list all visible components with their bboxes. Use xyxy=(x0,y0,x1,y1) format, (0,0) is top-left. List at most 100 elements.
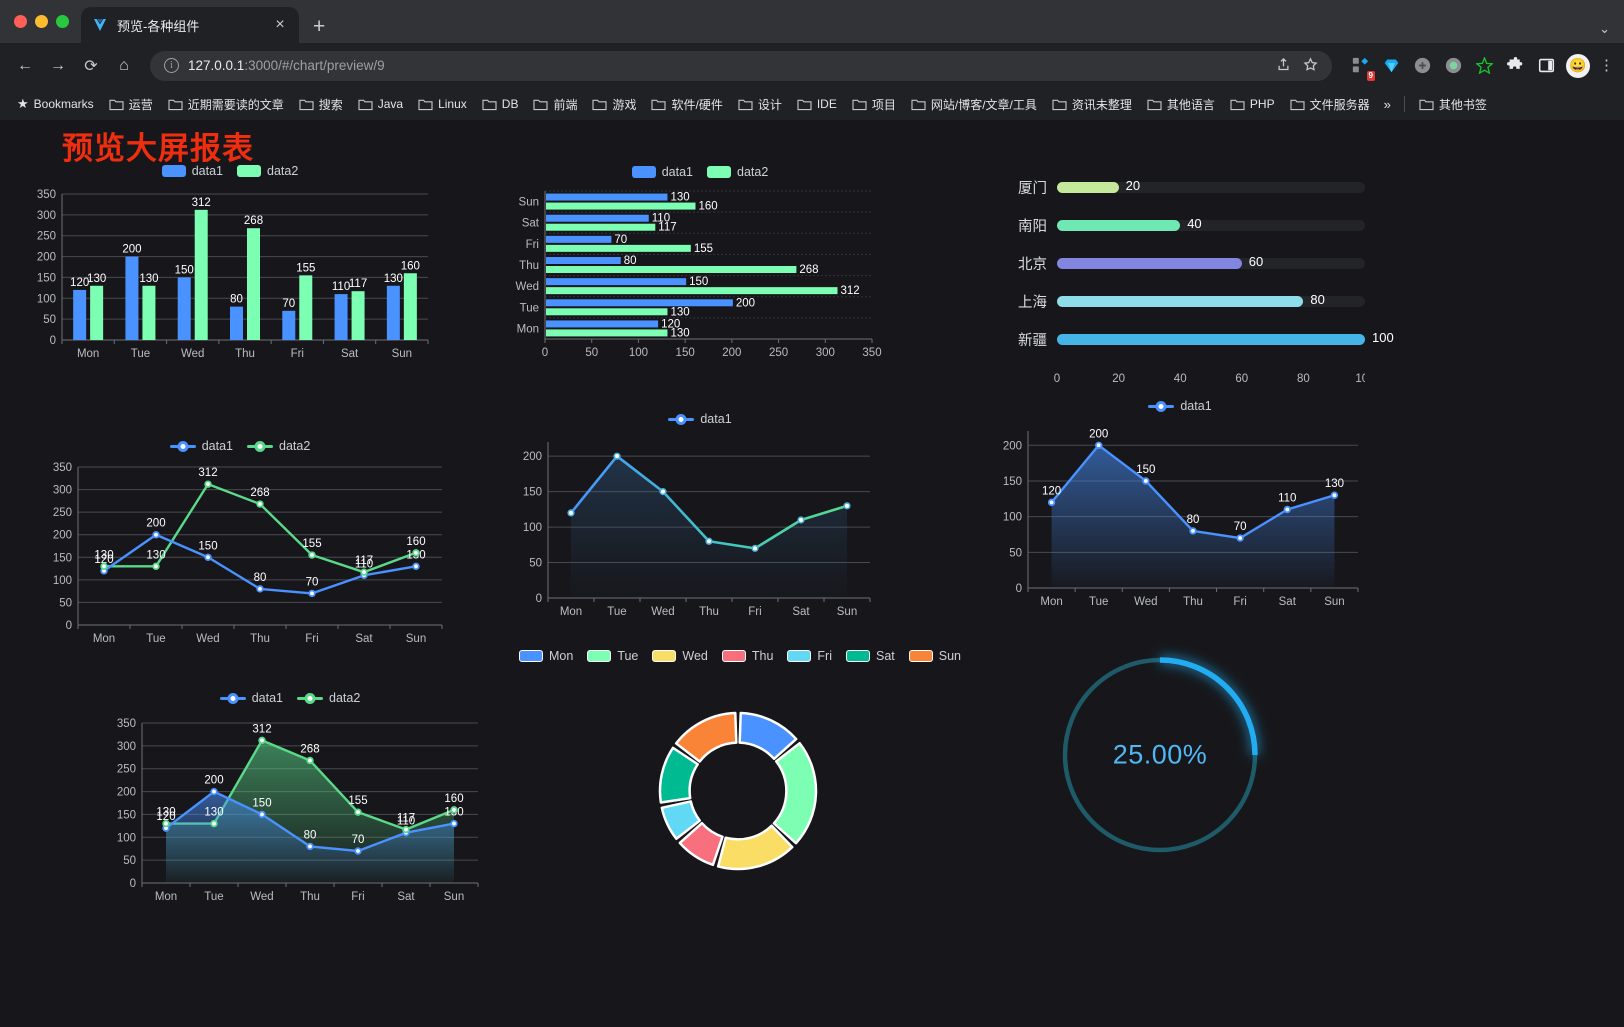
legend-label: Mon xyxy=(548,649,574,663)
gradient-line-chart: data1 0 50 100 150 200 Mon Tue Wed Thu Fri Sat Sun xyxy=(500,408,900,648)
svg-text:Sat: Sat xyxy=(522,218,540,230)
bookmark-folder[interactable]: 近期需要读的文章 xyxy=(161,93,291,116)
legend-item-data2[interactable]: data2 xyxy=(237,164,298,178)
legend-item-data2[interactable]: data2 xyxy=(297,691,360,705)
svg-text:70: 70 xyxy=(306,576,319,588)
site-info-icon[interactable]: i xyxy=(164,58,179,73)
progress-row: 南阳 40 xyxy=(995,206,1365,244)
home-button[interactable]: ⌂ xyxy=(119,56,129,74)
bookmark-folder[interactable]: 网站/博客/文章/工具 xyxy=(904,93,1044,116)
svg-text:155: 155 xyxy=(694,243,713,255)
svg-text:100: 100 xyxy=(1355,373,1365,385)
address-bar[interactable]: i 127.0.0.1:3000/#/chart/preview/9 xyxy=(150,50,1332,81)
legend-item-data1[interactable]: data1 xyxy=(161,164,223,178)
legend-item-data1[interactable]: data1 xyxy=(219,691,283,705)
puzzle-icon[interactable] xyxy=(1504,55,1526,77)
legend-item-data2[interactable]: data2 xyxy=(247,439,310,453)
legend-item-data1[interactable]: data1 xyxy=(631,165,693,179)
bookmark-folder[interactable]: 文件服务器 xyxy=(1283,93,1377,116)
legend-item-data1[interactable]: data1 xyxy=(169,439,233,453)
kebab-menu-icon[interactable]: ⋮ xyxy=(1599,57,1614,74)
extensions-puzzle-icon[interactable]: 9 xyxy=(1349,55,1375,81)
star-icon: ★ xyxy=(17,96,29,111)
progress-value: 100 xyxy=(1372,329,1394,345)
bookmark-folder[interactable]: 运营 xyxy=(102,93,160,116)
grammarly-icon[interactable] xyxy=(1411,55,1433,77)
chevron-down-icon[interactable]: ⌄ xyxy=(1599,21,1610,36)
reload-button[interactable]: ⟳ xyxy=(84,57,98,75)
svg-text:60: 60 xyxy=(1235,373,1248,385)
bookmarks-overflow-icon[interactable]: » xyxy=(1383,96,1391,112)
folder-icon xyxy=(651,98,667,111)
bookmark-label: 网站/博客/文章/工具 xyxy=(930,97,1037,112)
legend-item-data1[interactable]: data1 xyxy=(668,412,732,426)
tab-title: 预览-各种组件 xyxy=(117,18,200,34)
svg-text:250: 250 xyxy=(769,347,788,359)
svg-text:Sun: Sun xyxy=(444,891,464,903)
profile-avatar[interactable]: 😀 xyxy=(1566,53,1590,78)
share-icon[interactable] xyxy=(1276,57,1291,75)
svg-text:Sat: Sat xyxy=(397,891,415,903)
gradient-line-canvas: 0 50 100 150 200 Mon Tue Wed Thu Fri Sat Sun xyxy=(523,442,871,618)
svg-text:268: 268 xyxy=(799,264,818,276)
area-legend: data1 xyxy=(980,399,1380,413)
legend-item-tue[interactable]: Tue xyxy=(587,649,638,663)
svg-text:150: 150 xyxy=(1136,464,1155,476)
progress-track: 60 xyxy=(1057,254,1365,269)
bookmark-folder[interactable]: Java xyxy=(351,94,410,114)
bookmark-folder[interactable]: PHP xyxy=(1223,94,1282,114)
svg-text:300: 300 xyxy=(37,210,56,222)
forward-button[interactable]: → xyxy=(50,56,66,74)
svg-text:250: 250 xyxy=(53,507,72,519)
legend-label-data1: data1 xyxy=(1180,399,1212,413)
bookmark-folder[interactable]: 软件/硬件 xyxy=(644,93,729,116)
folder-icon xyxy=(1419,98,1434,111)
tabstrip-right-controls: ⌄ xyxy=(1599,21,1624,43)
maximize-window-button[interactable] xyxy=(56,15,69,28)
legend-item-fri[interactable]: Fri xyxy=(787,649,832,663)
svg-text:Fri: Fri xyxy=(748,606,761,618)
legend-item-data2[interactable]: data2 xyxy=(707,165,768,179)
bookmarks-root[interactable]: ★ Bookmarks xyxy=(10,93,101,115)
close-tab-icon[interactable]: × xyxy=(275,16,285,33)
bookmark-star-icon[interactable] xyxy=(1303,56,1318,75)
bookmark-folder[interactable]: 搜索 xyxy=(292,93,350,116)
bookmark-folder[interactable]: IDE xyxy=(790,94,844,114)
other-bookmarks[interactable]: 其他书签 xyxy=(1412,93,1494,116)
browser-tab[interactable]: 预览-各种组件 × xyxy=(81,7,299,43)
svg-text:110: 110 xyxy=(355,558,373,570)
close-window-button[interactable] xyxy=(14,15,27,28)
bookmark-folder[interactable]: 设计 xyxy=(731,93,789,116)
svg-text:Mon: Mon xyxy=(560,606,582,618)
sidepanel-icon[interactable] xyxy=(1535,55,1557,77)
svg-text:Thu: Thu xyxy=(699,606,719,618)
legend-item-mon[interactable]: Mon xyxy=(518,649,574,663)
legend-item-sun[interactable]: Sun xyxy=(908,649,961,663)
svg-text:Mon: Mon xyxy=(77,348,99,360)
bookmark-folder[interactable]: 项目 xyxy=(845,93,903,116)
bookmark-folder[interactable]: 其他语言 xyxy=(1140,93,1222,116)
bookmark-folder[interactable]: 前端 xyxy=(526,93,584,116)
star-green-icon[interactable] xyxy=(1473,55,1495,77)
bookmark-folder[interactable]: DB xyxy=(475,94,526,114)
svg-text:100: 100 xyxy=(37,293,56,305)
bookmark-label: IDE xyxy=(816,97,837,111)
bookmark-folder[interactable]: Linux xyxy=(411,94,474,114)
progress-fill xyxy=(1057,295,1304,307)
diamond-icon[interactable] xyxy=(1380,55,1402,77)
legend-item-sat[interactable]: Sat xyxy=(846,649,895,663)
svg-text:0: 0 xyxy=(536,593,542,605)
circle-ext-icon[interactable] xyxy=(1442,55,1464,77)
legend-item-data1[interactable]: data1 xyxy=(1148,399,1212,413)
stacked-area-canvas: 0 50 100 150 200 250 300 350 Mon Tue Wed Thu Fri Sat S… xyxy=(117,718,479,903)
back-button[interactable]: ← xyxy=(17,56,33,74)
pie-slice-fri xyxy=(660,800,702,841)
legend-item-thu[interactable]: Thu xyxy=(721,649,773,663)
new-tab-button[interactable]: + xyxy=(313,15,326,38)
legend-item-wed[interactable]: Wed xyxy=(652,649,708,663)
bookmark-folder[interactable]: 资讯未整理 xyxy=(1045,93,1139,116)
minimize-window-button[interactable] xyxy=(35,15,48,28)
bookmark-folder[interactable]: 游戏 xyxy=(585,93,643,116)
svg-text:Wed: Wed xyxy=(516,281,539,293)
bookmark-label: 设计 xyxy=(757,97,782,112)
